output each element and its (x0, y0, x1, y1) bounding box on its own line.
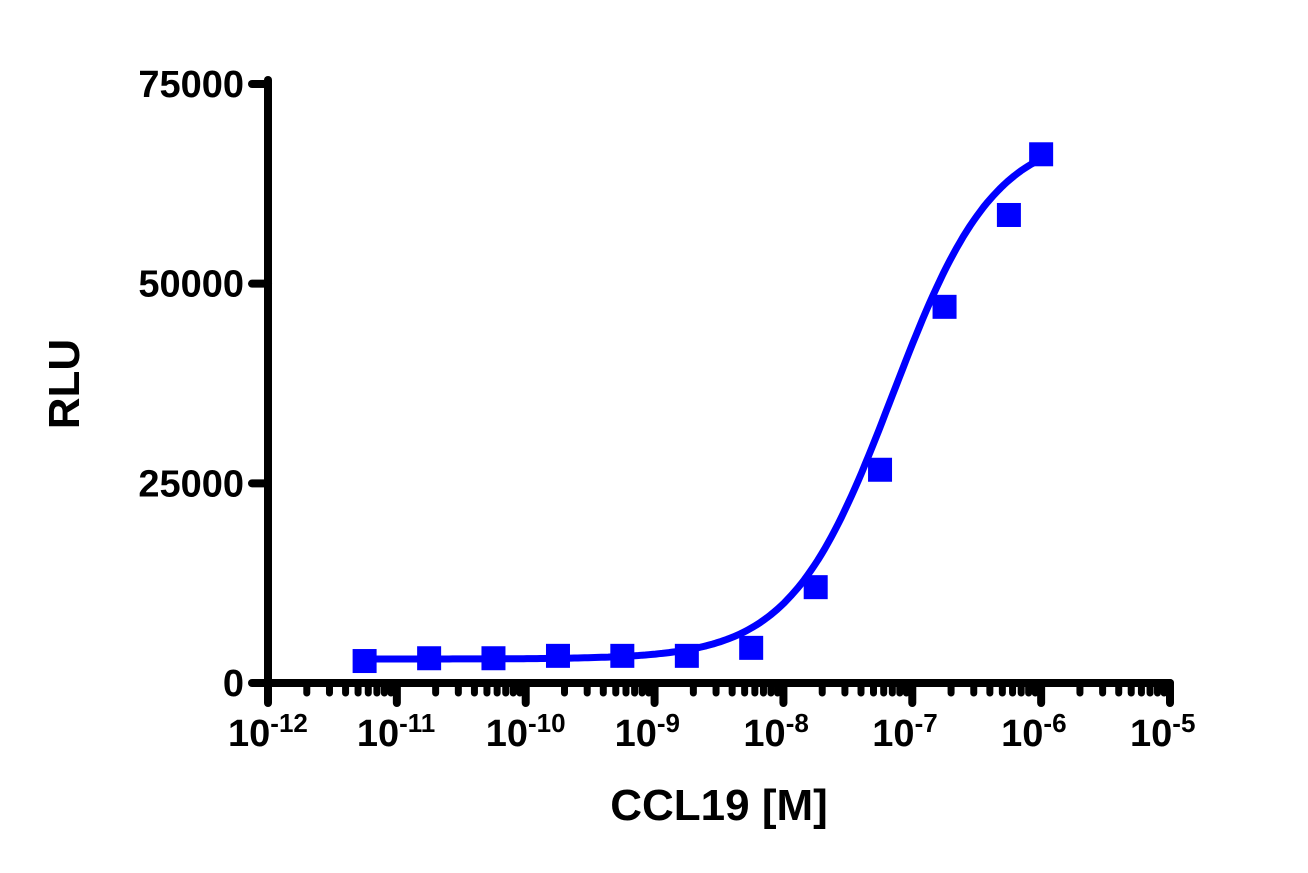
plot-area (352, 142, 1054, 674)
data-point-marker (1029, 142, 1054, 167)
x-tick-label: 10-6 (1001, 708, 1066, 755)
data-point-marker (545, 643, 570, 668)
x-tick-label: 10-5 (1130, 708, 1195, 755)
fit-curve (364, 155, 1043, 663)
x-tick-label: 10-8 (743, 708, 808, 755)
x-tick-label: 10-10 (486, 708, 566, 755)
x-tick-label: 10-7 (872, 708, 937, 755)
y-tick-label: 50000 (138, 264, 244, 306)
data-point-marker (996, 202, 1021, 227)
data-point-marker (352, 649, 377, 674)
data-point-marker (803, 575, 828, 600)
x-tick-label: 10-12 (228, 708, 308, 755)
x-axis-title: CCL19 [M] (610, 781, 828, 830)
x-tick-label: 10-9 (615, 708, 680, 755)
y-tick-label: 25000 (138, 463, 244, 505)
x-tick-label: 10-11 (357, 708, 435, 755)
axes: 0 25000 50000 75000 10-12 10-11 10-10 10-9 10-8 1… (138, 64, 1195, 755)
data-point-marker (868, 457, 893, 482)
y-tick-label: 75000 (138, 64, 244, 106)
data-point-marker (739, 635, 764, 660)
data-point-marker (481, 646, 506, 671)
y-tick-label: 0 (223, 663, 244, 705)
data-point-marker (674, 643, 699, 668)
data-point-marker (417, 646, 442, 671)
data-point-marker (932, 294, 957, 319)
data-point-marker (610, 643, 635, 668)
y-axis-title: RLU (40, 339, 89, 429)
